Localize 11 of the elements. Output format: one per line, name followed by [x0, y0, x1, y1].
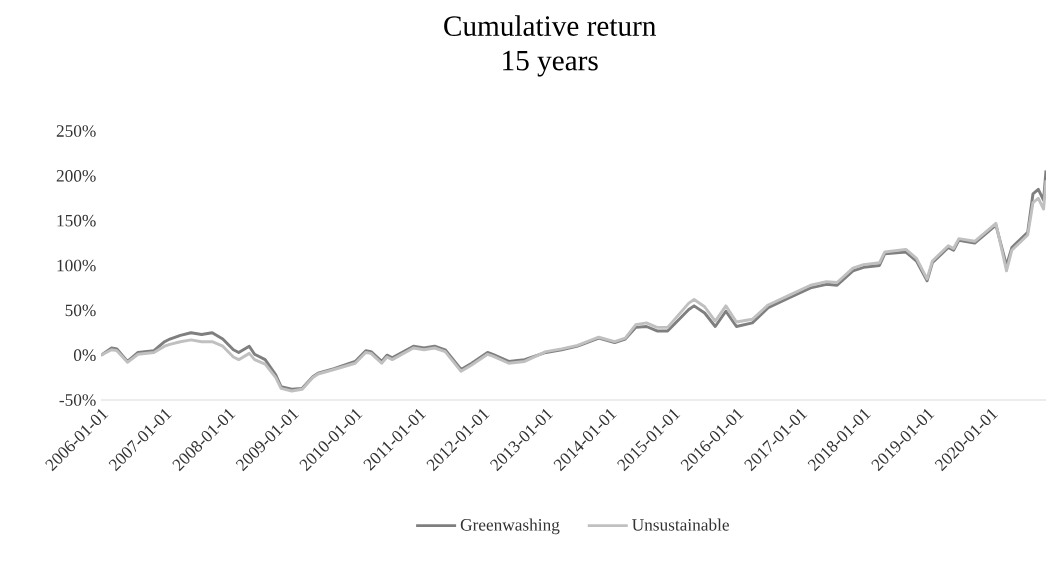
y-tick-label: 200%: [56, 169, 96, 182]
chart-title: Cumulative return: [444, 15, 656, 36]
legend-label: Unsustainable: [632, 518, 729, 531]
y-tick-label: 250%: [56, 125, 96, 137]
y-tick-label: 50%: [65, 304, 96, 317]
y-tick-label: -50%: [59, 394, 96, 406]
legend-label: Greenwashing: [460, 518, 560, 535]
y-tick-label: 150%: [57, 214, 96, 227]
y-tick-label: 0%: [73, 349, 96, 362]
chart-subtitle: 15 years: [503, 50, 598, 77]
y-tick-label: 100%: [57, 259, 96, 272]
